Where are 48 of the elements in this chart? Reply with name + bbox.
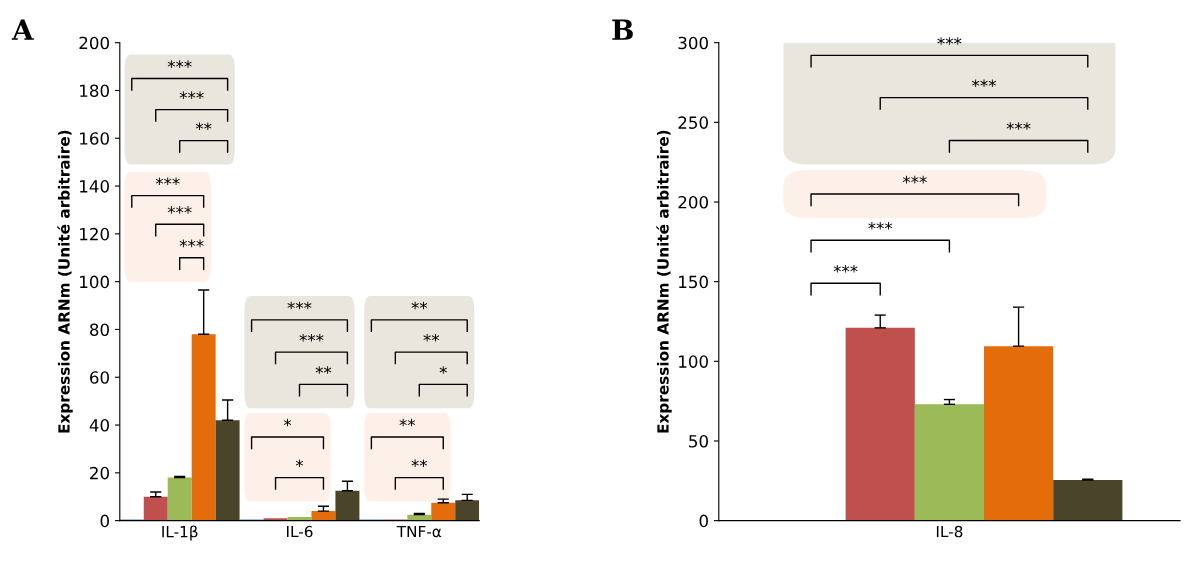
y-tick-label: 180 [80,84,109,98]
annotation: *** [167,60,192,68]
annotation: * [283,418,292,427]
annotation: ** [315,366,332,374]
annotation: *** [937,37,962,45]
annotation: *** [833,265,858,273]
y-tick-label: 60 [90,371,109,384]
annotation: ** [411,459,428,467]
y-axis-title: Expression ARNm (Unité arbitraire) [57,130,73,433]
y-tick-label: 0 [100,514,109,528]
y-tick-label: 80 [90,323,109,337]
x-tick-label: IL-8 [936,525,963,538]
x-tick-label: IL-1β [162,525,198,541]
y-tick-label: 100 [679,355,708,368]
y-tick-label: 140 [80,180,109,193]
annotation: *** [179,239,204,248]
y-axis-title: Expression ARNm (Unité arbitraire) [656,130,672,433]
y-tick-label: 0 [699,514,708,528]
annotation: * [295,459,304,467]
y-tick-label: 100 [80,275,109,289]
annotation: ** [195,122,212,131]
annotation: *** [299,333,324,342]
annotation: *** [287,301,312,310]
annotation: *** [179,91,204,99]
y-tick-label: 160 [80,132,109,145]
annotation: *** [902,175,927,184]
y-tick-label: 40 [89,419,109,432]
y-tick-label: 120 [80,227,109,241]
y-tick-label: 200 [79,36,109,50]
annotation: * [439,366,447,374]
y-tick-label: 250 [678,116,708,129]
y-tick-label: 50 [689,434,708,448]
annotation: ** [411,301,428,310]
x-tick-label: IL-6 [287,525,313,538]
annotation: ** [399,418,416,427]
chart-title: A [11,19,34,40]
y-tick-label: 300 [678,36,708,50]
x-tick-label: TNF-α [396,525,442,538]
y-tick-label: 150 [679,275,708,289]
annotation: *** [1006,122,1031,130]
chart-title: B [612,19,633,40]
y-tick-label: 20 [90,466,109,480]
annotation: *** [972,79,997,88]
annotation: *** [167,206,192,214]
annotation: *** [868,222,893,230]
annotation: *** [155,177,180,185]
y-tick-label: 200 [678,195,708,209]
annotation: ** [423,333,440,342]
